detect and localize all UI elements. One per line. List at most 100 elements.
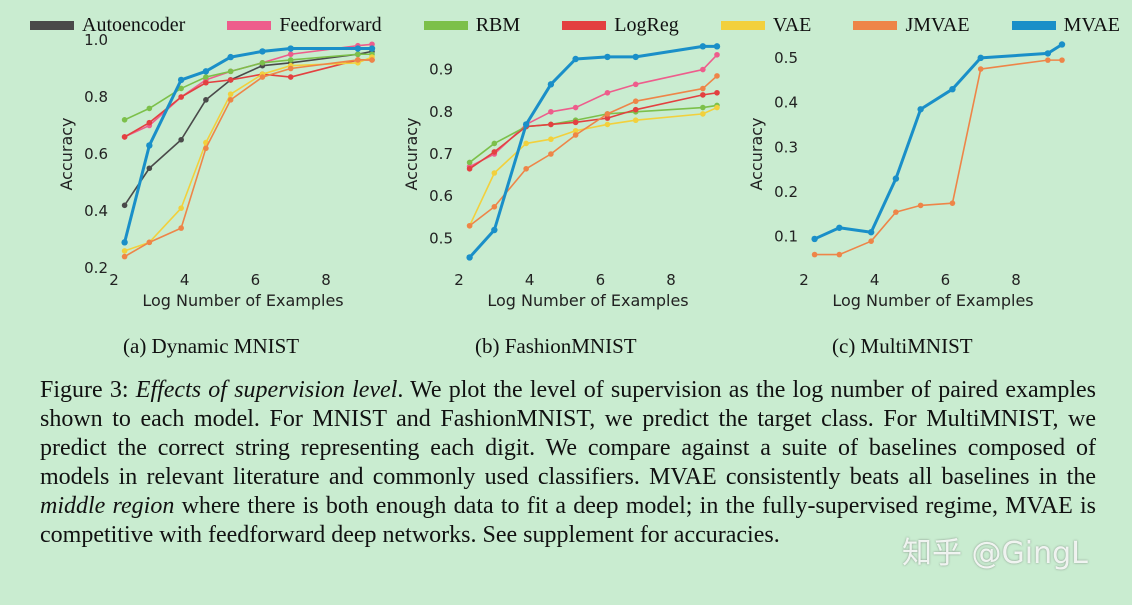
- series-line-vae: [468, 106, 718, 227]
- data-point-mvae: [466, 254, 473, 261]
- x-tick-label: 6: [251, 271, 261, 289]
- data-point-logreg: [178, 94, 184, 100]
- data-point-mvae: [259, 48, 266, 55]
- x-tick-label: 8: [321, 271, 331, 289]
- data-point-feedforward: [632, 81, 639, 88]
- y-tick-label: 0.2: [84, 259, 108, 277]
- data-point-rbm: [146, 105, 153, 112]
- data-point-mvae: [146, 142, 153, 149]
- data-point-rbm: [287, 57, 294, 63]
- data-point-mvae: [491, 226, 498, 234]
- x-tick-label: 8: [1011, 271, 1021, 289]
- series-line-feedforward: [469, 54, 718, 168]
- data-point-rbm: [700, 104, 706, 111]
- data-point-vae: [121, 248, 128, 254]
- data-point-logreg: [604, 115, 611, 121]
- data-point-vae: [714, 104, 720, 111]
- data-point-vae: [572, 127, 579, 134]
- data-point-rbm: [178, 85, 184, 92]
- series-line-jmvae: [469, 75, 718, 227]
- legend-swatch: [853, 20, 898, 30]
- x-tick-label: 2: [109, 271, 119, 289]
- data-point-vae: [227, 91, 234, 97]
- caption-label: Figure 3:: [40, 377, 136, 403]
- y-tick-label: 0.4: [84, 202, 108, 220]
- data-point-feedforward: [548, 108, 554, 115]
- series-line-logreg: [469, 91, 718, 170]
- caption-title: Effects of supervision level: [135, 377, 398, 403]
- x-tick-label: 4: [525, 271, 535, 289]
- y-tick-label: 0.5: [774, 49, 798, 67]
- data-point-jmvae: [146, 239, 153, 246]
- data-point-jmvae: [491, 203, 498, 210]
- y-tick-label: 0.8: [84, 88, 108, 106]
- y-tick-label: 1.0: [84, 31, 108, 49]
- data-point-logreg: [227, 77, 234, 83]
- legend-item-autoencoder: Autoencoder: [30, 14, 185, 37]
- data-point-logreg: [714, 89, 720, 96]
- data-point-feedforward: [700, 66, 706, 73]
- data-point-jmvae: [1045, 57, 1051, 63]
- data-point-jmvae: [227, 97, 234, 103]
- data-point-vae: [632, 117, 639, 124]
- y-tick-label: 0.6: [429, 187, 453, 205]
- data-point-vae: [548, 136, 554, 143]
- data-point-mvae: [1044, 50, 1052, 57]
- subcaption-b: (b) FashionMNIST: [475, 334, 637, 358]
- data-point-mvae: [547, 81, 555, 88]
- data-point-logreg: [572, 119, 579, 126]
- data-point-mvae: [917, 106, 924, 113]
- data-point-vae: [604, 121, 611, 128]
- data-point-mvae: [121, 239, 128, 246]
- data-point-jmvae: [949, 200, 956, 206]
- data-point-logreg: [466, 165, 473, 172]
- data-point-mvae: [977, 54, 984, 62]
- series-line-mvae: [123, 47, 372, 243]
- legend-swatch: [423, 20, 468, 30]
- chart-fashion-mnist: 0.5 0.6 0.7 0.8 0.9 2 4 6 8 Log Number of Example…: [402, 43, 721, 310]
- data-point-mvae: [892, 175, 900, 182]
- x-axis-label: Log Number of Examples: [832, 291, 1033, 310]
- data-point-mvae: [354, 45, 362, 52]
- data-point-mvae: [1058, 41, 1066, 48]
- legend-item-mvae: MVAE: [1011, 13, 1120, 37]
- data-point-autoencoder: [121, 202, 128, 209]
- series-line-mvae: [468, 44, 717, 259]
- y-tick-label: 0.3: [774, 138, 798, 156]
- series-line-jmvae: [814, 59, 1062, 256]
- y-axis-label: Accuracy: [402, 117, 421, 190]
- y-tick-label: 0.1: [774, 228, 798, 246]
- data-point-autoencoder: [178, 136, 184, 143]
- data-point-jmvae: [836, 251, 843, 258]
- data-point-feedforward: [572, 104, 579, 111]
- data-point-feedforward: [287, 51, 294, 58]
- data-point-mvae: [572, 55, 579, 63]
- data-point-feedforward: [604, 89, 611, 96]
- data-point-jmvae: [287, 65, 294, 72]
- data-point-logreg: [203, 79, 209, 86]
- x-tick-label: 6: [596, 271, 606, 289]
- data-point-mvae: [227, 53, 234, 61]
- data-point-jmvae: [203, 145, 209, 152]
- legend-item-jmvae: JMVAE: [853, 14, 970, 37]
- y-tick-label: 0.9: [429, 61, 453, 79]
- data-point-logreg: [146, 119, 153, 126]
- data-point-rbm: [491, 140, 498, 147]
- data-point-mvae: [177, 76, 185, 84]
- data-point-mvae: [713, 43, 721, 50]
- data-point-feedforward: [714, 51, 720, 58]
- data-point-jmvae: [714, 73, 720, 79]
- legend-label: Autoencoder: [82, 13, 186, 36]
- y-tick-label: 0.7: [429, 145, 453, 163]
- series-line-vae: [124, 56, 373, 252]
- data-point-mvae: [699, 43, 707, 50]
- data-point-logreg: [548, 121, 554, 128]
- x-tick-label: 6: [941, 271, 951, 289]
- data-point-mvae: [287, 45, 294, 52]
- data-point-rbm: [466, 159, 473, 166]
- data-point-jmvae: [121, 253, 128, 260]
- legend-label: MVAE: [1063, 13, 1120, 36]
- data-point-vae: [178, 205, 184, 211]
- x-tick-label: 4: [870, 271, 880, 289]
- data-point-jmvae: [868, 238, 874, 244]
